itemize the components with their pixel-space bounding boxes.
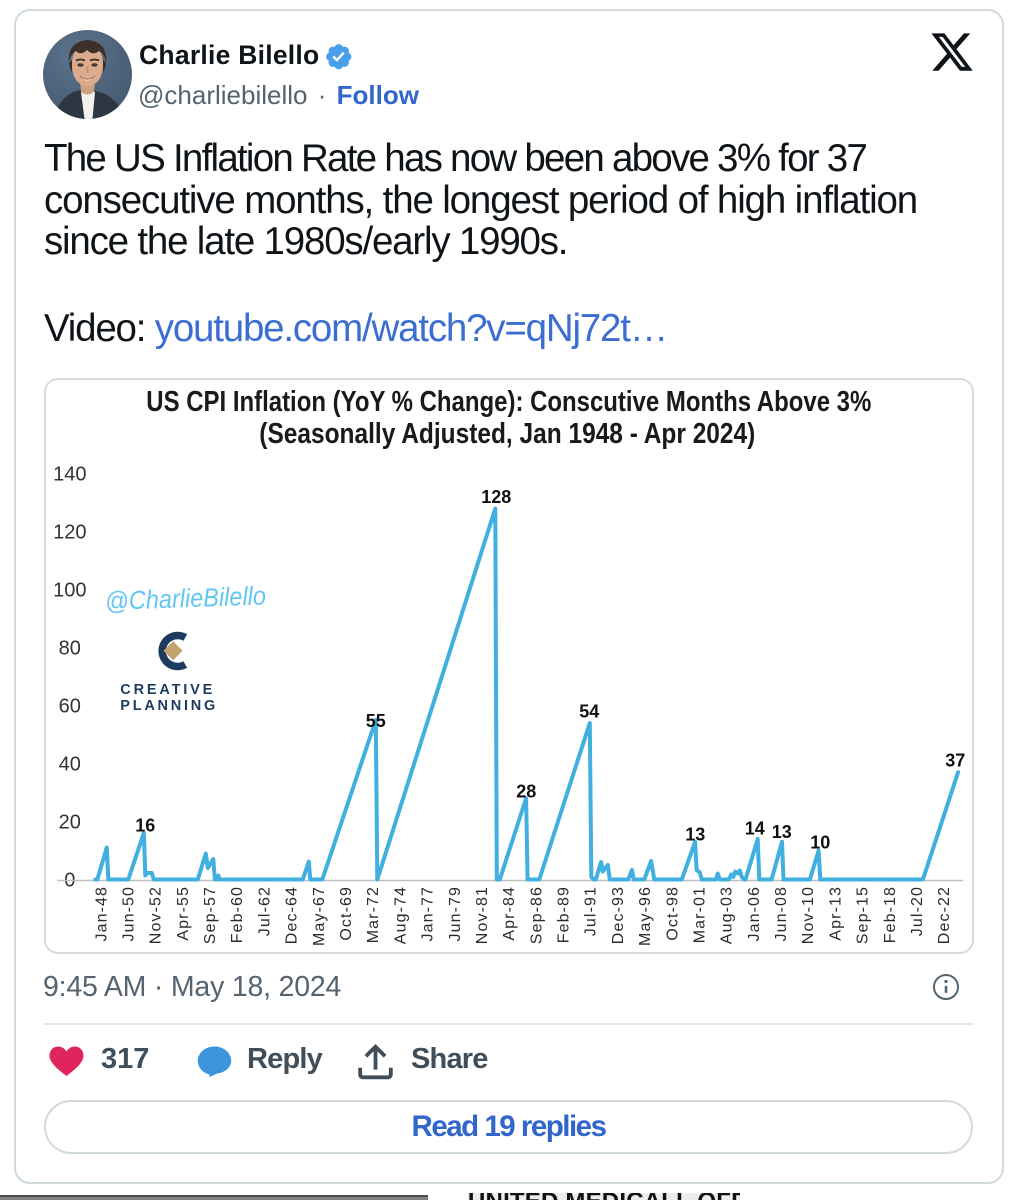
svg-text:CREATIVE: CREATIVE [120, 682, 212, 698]
svg-text:Jun-08: Jun-08 [773, 886, 790, 942]
svg-text:20: 20 [58, 812, 80, 834]
svg-text:Aug-74: Aug-74 [392, 886, 409, 944]
svg-text:Jun-79: Jun-79 [446, 886, 463, 942]
svg-text:140: 140 [53, 464, 86, 486]
svg-text:Feb-18: Feb-18 [881, 886, 898, 943]
svg-text:Oct-69: Oct-69 [338, 886, 355, 941]
svg-text:Nov-52: Nov-52 [147, 886, 164, 944]
svg-text:Jan-77: Jan-77 [419, 886, 436, 942]
svg-text:May-67: May-67 [310, 886, 327, 946]
svg-text:100: 100 [53, 580, 86, 602]
svg-text:28: 28 [516, 781, 536, 801]
svg-text:Feb-60: Feb-60 [229, 886, 246, 943]
svg-text:37: 37 [945, 751, 965, 771]
svg-text:55: 55 [365, 711, 385, 731]
svg-text:Sep-15: Sep-15 [854, 886, 871, 944]
svg-text:80: 80 [58, 638, 80, 660]
svg-text:Feb-89: Feb-89 [555, 886, 572, 943]
svg-text:Dec-22: Dec-22 [936, 886, 953, 944]
svg-text:Jul-91: Jul-91 [582, 886, 599, 936]
svg-text:13: 13 [685, 825, 705, 845]
svg-text:60: 60 [58, 696, 80, 718]
svg-text:10: 10 [810, 833, 830, 853]
svg-text:Jan-48: Jan-48 [93, 886, 110, 942]
svg-text:@CharlieBilello: @CharlieBilello [104, 580, 266, 616]
svg-text:Oct-98: Oct-98 [664, 886, 681, 941]
svg-text:Apr-55: Apr-55 [175, 886, 192, 941]
svg-text:Dec-93: Dec-93 [610, 886, 627, 944]
svg-text:Mar-72: Mar-72 [365, 886, 382, 943]
svg-text:120: 120 [53, 522, 86, 544]
svg-text:Nov-10: Nov-10 [800, 886, 817, 944]
svg-text:Nov-81: Nov-81 [474, 886, 491, 944]
svg-text:Sep-86: Sep-86 [528, 886, 545, 944]
svg-text:Mar-01: Mar-01 [691, 886, 708, 943]
svg-text:13: 13 [771, 822, 791, 842]
svg-text:Jan-06: Jan-06 [746, 886, 763, 942]
svg-text:Jul-62: Jul-62 [256, 886, 273, 936]
svg-text:US CPI Inflation (YoY % Change: US CPI Inflation (YoY % Change): Conscut… [146, 386, 871, 418]
svg-text:Jun-50: Jun-50 [120, 886, 137, 942]
svg-text:Dec-64: Dec-64 [283, 886, 300, 944]
svg-text:PLANNING: PLANNING [120, 698, 215, 714]
svg-text:16: 16 [135, 816, 155, 836]
svg-text:40: 40 [58, 754, 80, 776]
svg-text:Apr-13: Apr-13 [827, 886, 844, 941]
svg-text:(Seasonally Adjusted, Jan 1948: (Seasonally Adjusted, Jan 1948 - Apr 202… [259, 418, 755, 450]
svg-text:54: 54 [579, 702, 599, 722]
svg-text:14: 14 [744, 819, 764, 839]
svg-text:Apr-84: Apr-84 [501, 886, 518, 941]
svg-text:Aug-03: Aug-03 [718, 886, 735, 944]
svg-text:128: 128 [481, 487, 511, 507]
svg-text:Sep-57: Sep-57 [202, 886, 219, 944]
svg-text:Jul-20: Jul-20 [909, 886, 926, 936]
svg-text:May-96: May-96 [637, 886, 654, 946]
